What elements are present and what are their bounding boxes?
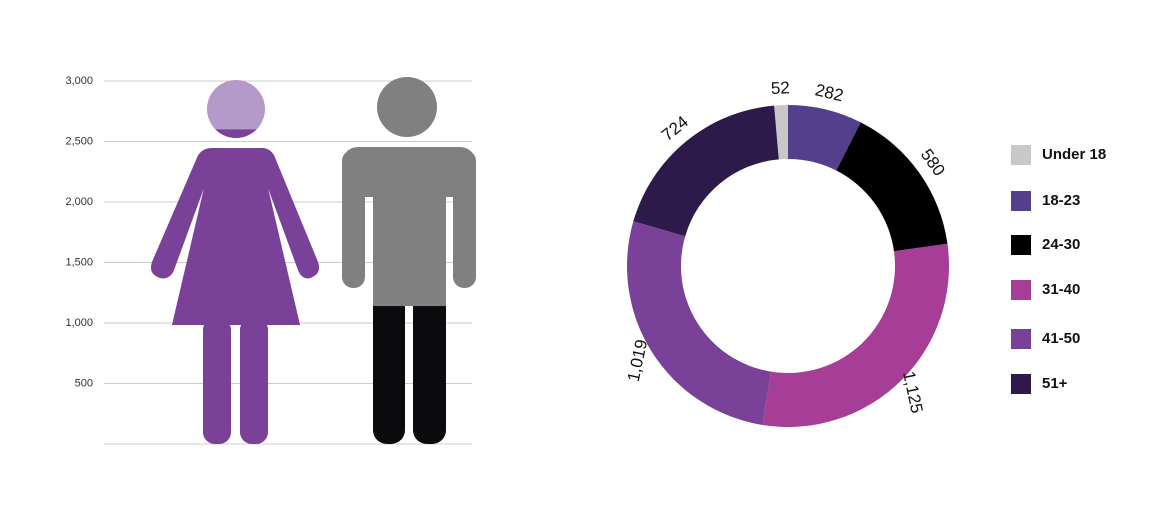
legend-swatch [1011, 374, 1031, 394]
legend-label: 24-30 [1042, 236, 1080, 253]
donut-slice [788, 105, 861, 171]
slice-label: 580 [917, 145, 949, 179]
legend-label: Under 18 [1042, 146, 1106, 163]
y-tick-label: 1,000 [65, 317, 93, 329]
slice-label: 1,019 [624, 338, 651, 384]
legend-label: 51+ [1042, 375, 1068, 392]
donut-slice [627, 221, 772, 425]
slice-label: 1,125 [899, 369, 926, 415]
legend-label: 41-50 [1042, 330, 1080, 347]
legend-label: 31-40 [1042, 281, 1080, 298]
donut-slice [633, 105, 779, 237]
y-tick-label: 2,500 [65, 135, 93, 147]
legend-swatch [1011, 145, 1031, 165]
y-tick-label: 2,000 [65, 196, 93, 208]
y-tick-label: 500 [75, 377, 93, 389]
y-tick-label: 1,500 [65, 256, 93, 268]
donut-slice [836, 122, 948, 252]
legend-swatch [1011, 235, 1031, 255]
legend-swatch [1011, 280, 1031, 300]
slice-label: 52 [770, 78, 790, 98]
legend-swatch [1011, 329, 1031, 349]
legend-swatch [1011, 191, 1031, 211]
donut-slice [774, 105, 788, 160]
figure-fill [342, 306, 476, 444]
donut-slice [762, 243, 949, 427]
slice-label: 724 [658, 112, 692, 145]
y-tick-label: 3,000 [65, 75, 93, 87]
slice-label: 282 [813, 80, 845, 105]
legend-label: 18-23 [1042, 192, 1080, 209]
